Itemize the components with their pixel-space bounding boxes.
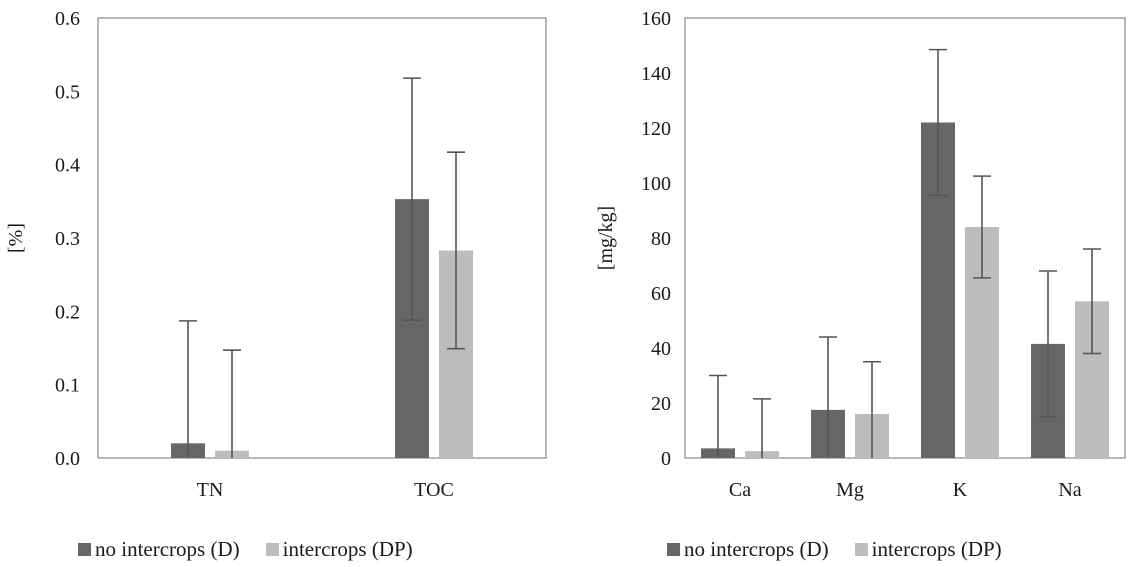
legend-label-dp: intercrops (DP) <box>282 537 413 561</box>
legend-label-dp: intercrops (DP) <box>871 537 1002 561</box>
y-tick-label: 120 <box>641 118 671 140</box>
legend-right: no intercrops (D) intercrops (DP) <box>667 537 1028 562</box>
y-tick-label: 140 <box>641 63 671 85</box>
legend-label-d: no intercrops (D) <box>95 537 240 561</box>
y-tick-label: 0.4 <box>55 155 80 177</box>
chart-cations: 0 20 40 60 80 100 120 140 160 [mg/kg] Ca Mg K Na <box>595 8 1126 501</box>
x-tick-label: TOC <box>414 479 454 501</box>
y-tick-label: 0.2 <box>55 301 80 323</box>
y-tick-label: 0.0 <box>55 448 80 470</box>
legend-swatch-d <box>667 543 680 556</box>
legend-item-d: no intercrops (D) <box>78 537 240 562</box>
y-tick-label: 0.6 <box>55 8 80 30</box>
x-tick-label: Ca <box>729 479 751 501</box>
plot-frame <box>97 17 547 459</box>
chart-tn-toc: 0.0 0.1 0.2 0.3 0.4 0.5 0.6 [%] TN TOC <box>5 8 547 501</box>
y-tick-label: 0.3 <box>55 228 80 250</box>
y-tick-label: 80 <box>651 228 671 250</box>
y-tick-label: 0 <box>661 448 671 470</box>
x-tick-label: K <box>953 479 968 501</box>
legend-swatch-dp <box>265 543 279 556</box>
legend-label-d: no intercrops (D) <box>684 537 829 561</box>
y-tick-label: 40 <box>651 338 671 360</box>
legend-swatch-dp <box>854 543 868 556</box>
legend-item-dp: intercrops (DP) <box>265 537 413 562</box>
legend-swatch-d <box>78 543 91 556</box>
plot-frame <box>684 17 1126 459</box>
x-tick-label: Mg <box>836 479 864 501</box>
legend-item-dp: intercrops (DP) <box>854 537 1002 562</box>
y-axis-title: [%] <box>5 223 27 253</box>
y-tick-label: 160 <box>641 8 671 30</box>
legend-item-d: no intercrops (D) <box>667 537 829 562</box>
y-tick-label: 60 <box>651 283 671 305</box>
x-tick-label: Na <box>1058 479 1081 501</box>
y-tick-label: 20 <box>651 393 671 415</box>
y-tick-label: 0.1 <box>55 375 80 397</box>
y-tick-label: 0.5 <box>55 81 80 103</box>
y-tick-label: 100 <box>641 173 671 195</box>
legend-left: no intercrops (D) intercrops (DP) <box>78 537 439 562</box>
x-tick-label: TN <box>197 479 224 501</box>
y-axis-title: [mg/kg] <box>595 206 617 270</box>
